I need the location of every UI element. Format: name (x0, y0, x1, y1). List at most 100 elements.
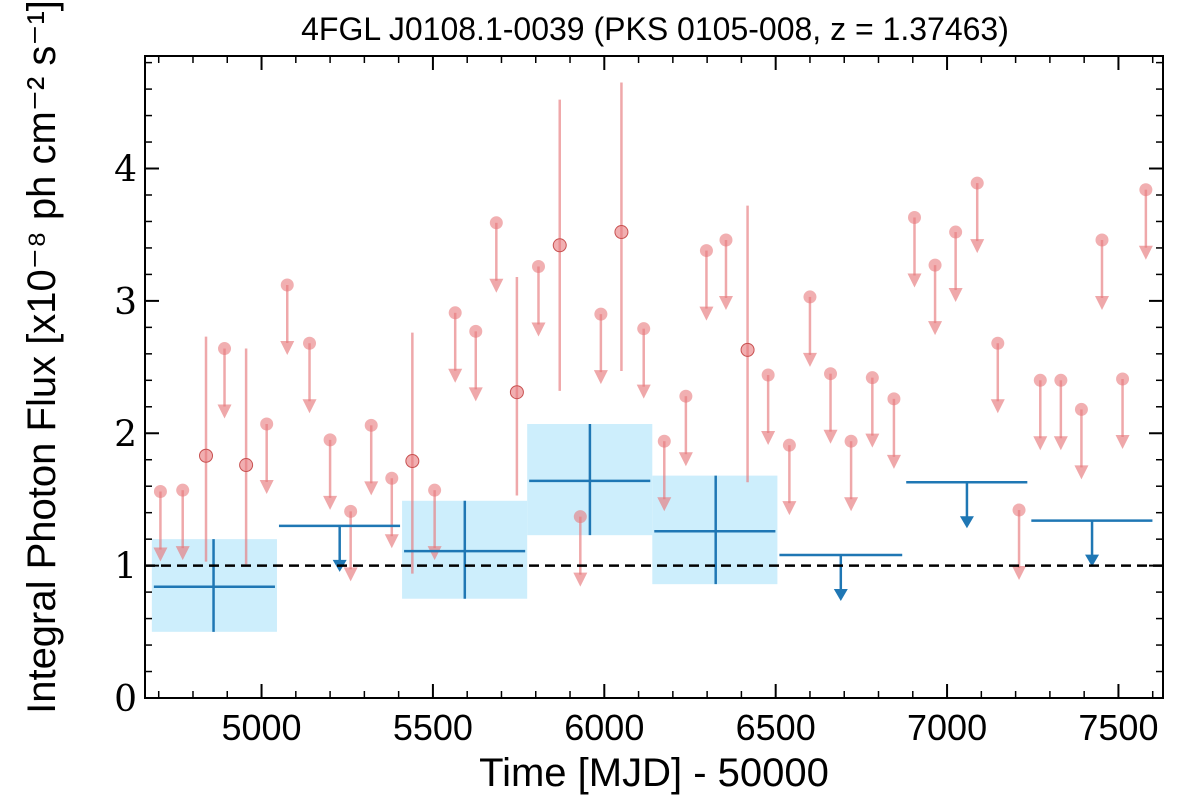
flux-upper-limit-marker (448, 306, 462, 320)
flux-upper-limit-marker (887, 392, 901, 406)
upper-limit-arrowhead (823, 429, 838, 444)
flux-upper-limit-marker (719, 233, 733, 247)
flux-upper-limit-marker (364, 418, 378, 432)
flux-upper-limit-marker (260, 417, 274, 431)
upper-limit-arrowhead (718, 295, 733, 310)
flux-upper-limit-marker (428, 483, 442, 497)
flux-upper-limit-marker (970, 176, 984, 190)
flux-upper-limit-marker (489, 216, 503, 230)
long-bin-upper-limit-arrowhead (833, 589, 848, 602)
x-tick-label: 5500 (393, 707, 473, 748)
upper-limit-arrowhead (782, 501, 797, 516)
upper-limit-arrowhead (678, 452, 693, 467)
upper-limit-arrowhead (427, 546, 442, 561)
upper-limit-arrowhead (175, 546, 190, 561)
upper-limit-arrowhead (761, 431, 776, 446)
upper-limit-arrowhead (489, 278, 504, 293)
flux-point (552, 238, 567, 253)
flux-upper-limit-marker (1012, 503, 1026, 517)
plot-frame (144, 55, 1164, 699)
flux-upper-limit-marker (1095, 233, 1109, 247)
axis-ticks: 5000 5500 6000 6500 7000 7500 0 1 2 3 4 (114, 56, 1163, 748)
x-tick-label: 6000 (564, 707, 644, 748)
upper-limit-arrowhead (1053, 436, 1068, 451)
upper-limit-arrowhead (259, 479, 274, 494)
upper-limit-arrowhead (1074, 465, 1089, 480)
upper-limit-arrowhead (1012, 566, 1027, 581)
flux-upper-limit-marker (385, 471, 399, 485)
x-tick-label: 5000 (221, 707, 301, 748)
flux-upper-limit-marker (991, 336, 1005, 350)
x-tick-label: 7500 (1078, 707, 1158, 748)
upper-limit-arrowhead (844, 497, 859, 512)
y-tick-label: 1 (114, 547, 137, 588)
upper-limit-arrowhead (699, 306, 714, 321)
upper-limit-arrowhead (1094, 295, 1109, 310)
upper-limit-arrowhead (1115, 434, 1130, 449)
upper-limit-arrowhead (323, 495, 338, 510)
x-axis-title: Time [MJD] - 50000 (479, 751, 829, 795)
flux-upper-limit-marker (1139, 183, 1153, 197)
flux-upper-limit-marker (928, 258, 942, 272)
upper-limit-arrowhead (802, 352, 817, 367)
upper-limit-arrowhead (217, 404, 232, 419)
flux-upper-limit-marker (280, 278, 294, 292)
flux-upper-limit-marker (469, 324, 483, 338)
upper-limit-arrowhead (865, 433, 880, 448)
upper-limit-arrowhead (531, 322, 546, 337)
y-tick-label: 0 (114, 679, 137, 720)
upper-limit-arrowhead (990, 399, 1005, 414)
flux-upper-limit-marker (699, 244, 713, 258)
flux-upper-limit-marker (594, 307, 608, 321)
x-tick-label: 7000 (907, 707, 987, 748)
upper-limit-arrowhead (364, 481, 379, 496)
flux-upper-limit-marker (1054, 373, 1068, 387)
flux-upper-limit-marker (1116, 372, 1130, 386)
flux-point (509, 385, 524, 400)
upper-limit-arrowhead (636, 384, 651, 399)
flux-point (740, 342, 755, 357)
flux-upper-limit-marker (803, 290, 817, 304)
flux-point (199, 448, 214, 463)
flux-upper-limit-marker (303, 336, 317, 350)
upper-limit-arrowhead (593, 370, 608, 385)
upper-limit-arrowhead (302, 399, 317, 414)
flux-upper-limit-marker (844, 434, 858, 448)
flux-upper-limit-marker (323, 433, 337, 447)
upper-limit-arrowhead (907, 273, 922, 288)
upper-limit-arrowhead (948, 288, 963, 303)
y-tick-label: 4 (114, 150, 137, 191)
flux-upper-limit-marker (782, 438, 796, 452)
plot-area (145, 82, 1163, 632)
flux-point (405, 454, 420, 469)
upper-limit-arrowhead (886, 454, 901, 469)
flux-upper-limit-marker (761, 368, 775, 382)
long-bin-upper-limit-arrowhead (1085, 554, 1100, 567)
flux-upper-limit-marker (657, 434, 671, 448)
flux-point (239, 458, 254, 473)
flux-upper-limit-marker (824, 367, 838, 381)
upper-limit-arrowhead (573, 572, 588, 587)
upper-limit-arrowhead (468, 387, 483, 402)
y-tick-label: 2 (114, 414, 137, 455)
upper-limit-arrowhead (384, 534, 399, 549)
flux-upper-limit-marker (573, 510, 587, 524)
y-tick-label: 3 (114, 282, 137, 323)
y-axis-title: Integral Photon Flux [x10⁻⁸ ph cm⁻² s⁻¹] (20, 0, 64, 714)
flux-upper-limit-marker (531, 259, 545, 273)
upper-limit-arrowhead (970, 239, 985, 254)
flux-upper-limit-marker (1033, 373, 1047, 387)
flux-upper-limit-marker (907, 210, 921, 224)
upper-limit-arrowhead (1138, 245, 1153, 260)
flux-upper-limit-marker (865, 371, 879, 385)
flux-upper-limit-marker (949, 225, 963, 239)
flux-upper-limit-marker (153, 485, 167, 499)
flux-point (614, 225, 629, 240)
flux-upper-limit-marker (1074, 402, 1088, 416)
upper-limit-arrowhead (280, 341, 295, 356)
upper-limit-arrowhead (448, 368, 463, 383)
upper-limit-arrowhead (1033, 436, 1048, 451)
upper-limit-arrowhead (657, 497, 672, 512)
x-tick-label: 6500 (736, 707, 816, 748)
